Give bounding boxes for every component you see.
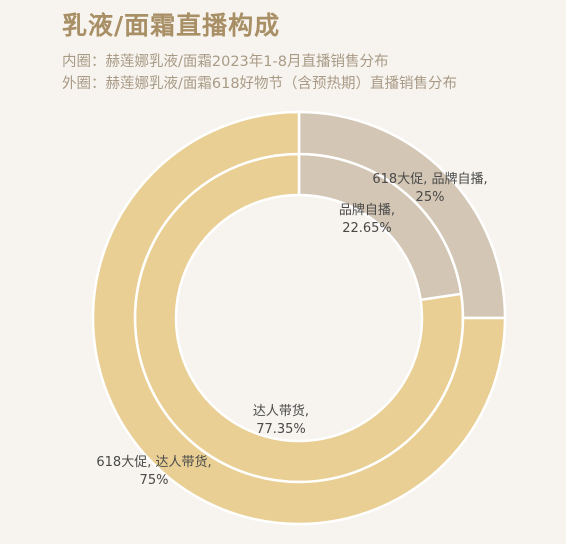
labels-group: 品牌自播, 22.65% 达人带货, 77.35% 618大促, 品牌自播, 25% 618… — [96, 171, 487, 488]
outer-ring-slice-kol — [91, 110, 507, 526]
inner-ring-label-kol: 达人带货, 77.35% — [253, 403, 309, 437]
rings-group — [91, 110, 507, 526]
inner-ring-label-brand: 品牌自播, 22.65% — [339, 202, 395, 236]
chart-title: 乳液/面霜直播构成 — [62, 11, 281, 40]
subtitle-inner-ring: 内圈：赫莲娜乳液/面霜2023年1-8月直播销售分布 — [62, 54, 389, 70]
outer-ring-label-brand: 618大促, 品牌自播, 25% — [372, 171, 487, 205]
subtitle-outer-ring: 外圈：赫莲娜乳液/面霜618好物节（含预热期）直播销售分布 — [62, 76, 458, 92]
outer-ring-label-kol: 618大促, 达人带货, 75% — [96, 454, 211, 488]
